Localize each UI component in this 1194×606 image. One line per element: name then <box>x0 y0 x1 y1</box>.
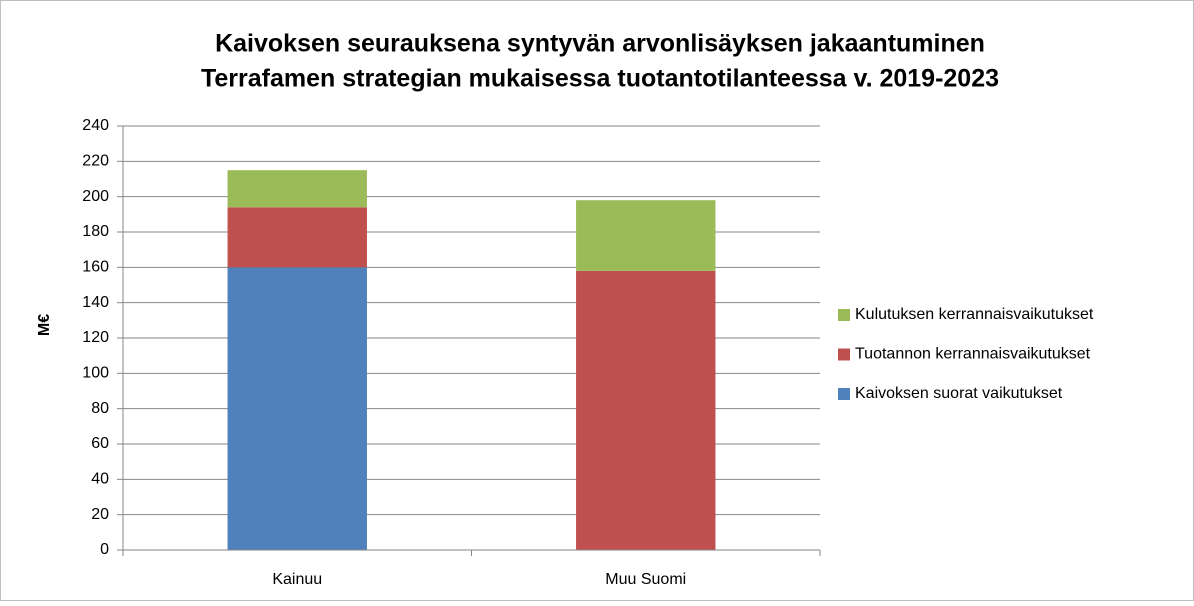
y-tick-label: 60 <box>91 435 109 452</box>
bar-segment <box>227 267 367 550</box>
y-tick-label: 120 <box>82 329 109 346</box>
y-tick-label: 0 <box>100 541 109 558</box>
y-tick-label: 40 <box>91 471 109 488</box>
y-tick-label: 160 <box>82 259 109 276</box>
chart-title: Terrafamen strategian mukaisessa tuotant… <box>201 65 999 93</box>
legend-swatch <box>838 309 850 321</box>
legend-label: Kaivoksen suorat vaikutukset <box>855 385 1063 402</box>
legend-label: Tuotannon kerrannaisvaikutukset <box>855 346 1091 363</box>
y-tick-label: 220 <box>82 153 109 170</box>
legend-label: Kulutuksen kerrannaisvaikutukset <box>855 306 1094 323</box>
bar-segment <box>227 207 367 268</box>
bar-segment <box>576 200 716 271</box>
bar-segment <box>576 270 716 550</box>
y-tick-label: 200 <box>82 188 109 205</box>
x-tick-label: Kainuu <box>272 571 322 588</box>
y-tick-label: 100 <box>82 365 109 382</box>
chart-title: Kaivoksen seurauksena syntyvän arvonlisä… <box>215 30 985 58</box>
x-tick-label: Muu Suomi <box>605 571 686 588</box>
y-tick-label: 180 <box>82 223 109 240</box>
y-tick-label: 240 <box>82 117 109 134</box>
y-tick-label: 140 <box>82 294 109 311</box>
bar-segment <box>227 170 367 208</box>
legend-swatch <box>838 388 850 400</box>
y-tick-label: 80 <box>91 400 109 417</box>
y-tick-label: 20 <box>91 506 109 523</box>
legend-swatch <box>838 348 850 361</box>
y-axis-label: M€ <box>36 314 53 336</box>
